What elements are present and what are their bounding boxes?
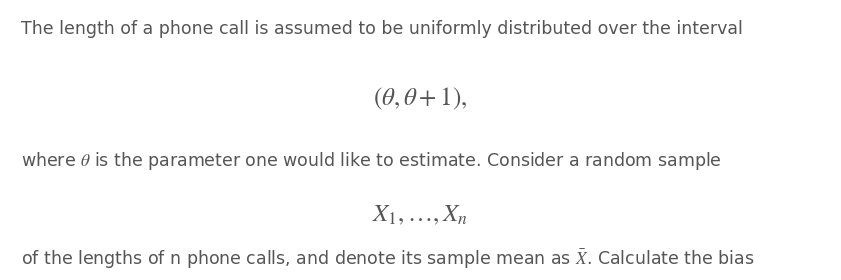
Text: $(\theta, \theta + 1),$: $(\theta, \theta + 1),$ [373,85,468,112]
Text: where $\theta$ is the parameter one would like to estimate. Consider a random sa: where $\theta$ is the parameter one woul… [21,150,722,172]
Text: $X_1, \ldots, X_n$: $X_1, \ldots, X_n$ [373,203,468,227]
Text: The length of a phone call is assumed to be uniformly distributed over the inter: The length of a phone call is assumed to… [21,20,743,38]
Text: of the lengths of n phone calls, and denote its sample mean as $\bar{X}$. Calcul: of the lengths of n phone calls, and den… [21,248,754,271]
